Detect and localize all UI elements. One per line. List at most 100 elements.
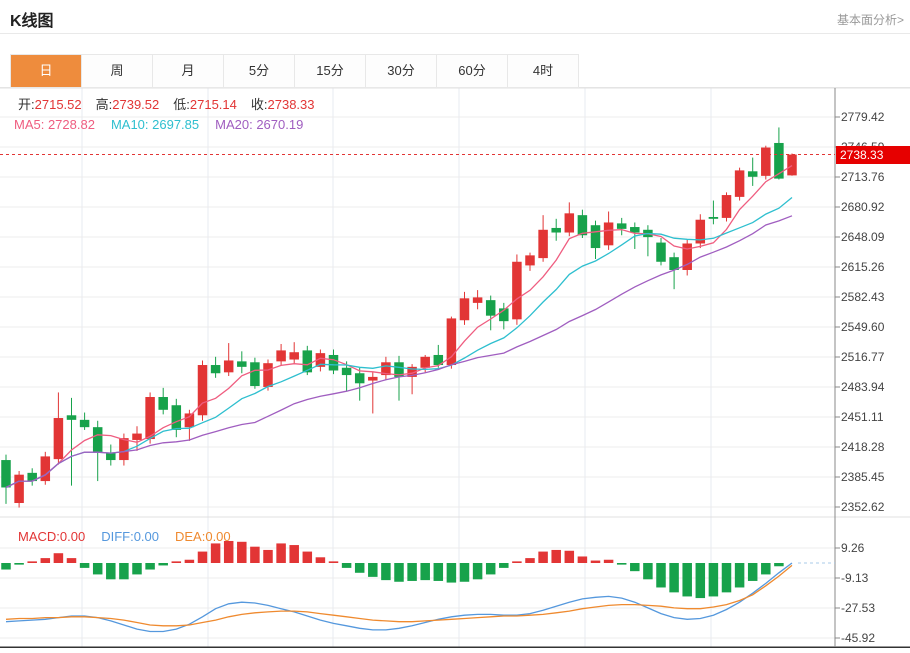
macd-bar [302,551,313,563]
price-axis-label: 2516.77 [841,350,885,364]
macd-bar [381,563,391,581]
macd-bar [106,563,116,580]
macd-bar [40,558,51,563]
page-title: K线图 [10,13,54,30]
macd-bar [603,559,614,563]
macd-bar [721,563,732,593]
macd-bar [289,545,299,563]
high-value: 2739.52 [112,97,160,112]
macd-bar [734,563,745,588]
ma10-line [5,196,793,489]
macd-bar [315,557,326,563]
macd-bar [276,543,286,563]
tab-15min[interactable]: 15分 [295,55,366,87]
macd-legend: MACD:0.00 DIFF:0.00 DEA:0.00 [18,529,247,544]
macd-bar [525,558,535,563]
macd-bar [695,563,706,599]
price-axis-label: 2713.76 [841,170,885,184]
tab-30min[interactable]: 30分 [366,55,437,87]
macd-axis-label: 9.26 [841,540,865,555]
open-value: 2715.52 [34,97,82,112]
macd-axis-label: -45.92 [841,630,876,645]
diff-line [5,562,793,633]
header-divider [0,33,910,34]
macd-bar [590,560,601,563]
macd-bar [14,563,24,565]
macd-bar [53,553,64,563]
ma20-line [5,215,793,489]
macd-bar [472,563,483,580]
ma5-legend: MA5: 2728.82 [14,117,95,132]
macd-bar [250,546,260,563]
price-axis-label: 2451.11 [841,410,884,424]
close-label: 收: [250,97,268,112]
macd-bar [132,563,142,575]
dea-line [5,564,793,627]
price-axis-label: 2385.45 [841,470,885,484]
macd-bar [79,563,90,568]
macd-bar [433,563,444,581]
price-axis-label: 2648.09 [841,230,885,244]
macd-bar [368,563,378,577]
macd-bar [682,563,692,597]
diff-value-legend: DIFF:0.00 [101,529,159,544]
macd-bar [643,563,653,580]
ma-legend: MA5: 2728.82 MA10: 2697.85 MA20: 2670.19 [14,117,319,132]
macd-bar [66,558,77,563]
macd-bar [341,563,352,568]
tab-month[interactable]: 月 [153,55,224,87]
macd-bar [577,556,588,563]
tab-day[interactable]: 日 [11,55,82,87]
macd-bar [210,543,221,563]
macd-bar [237,541,247,563]
tab-60min[interactable]: 60分 [437,55,508,87]
macd-bar [446,563,457,583]
tab-week[interactable]: 周 [82,55,153,87]
price-axis-label: 2615.26 [841,260,885,274]
macd-bar [171,561,182,563]
macd-bar [223,540,234,563]
macd-bar [512,561,522,563]
price-axis-label: 2680.92 [841,200,885,214]
macd-bar [27,561,37,563]
price-axis-label: 2779.42 [841,110,885,124]
macd-bar [92,563,103,575]
ma5-line [5,165,793,489]
current-price-badge: 2738.33 [836,146,910,164]
macd-bar [407,563,417,581]
macd-bar [747,563,758,581]
macd-bar [354,563,365,573]
tab-4hour[interactable]: 4时 [508,55,578,87]
tab-5min[interactable]: 5分 [224,55,295,87]
open-label: 开: [18,97,35,112]
low-label: 低: [173,97,190,112]
macd-bar [394,563,404,582]
macd-bar [197,551,208,563]
macd-axis-label: -27.53 [841,600,876,615]
price-axis-label: 2549.60 [841,320,885,334]
macd-bar [538,551,548,563]
price-axis-label: 2352.62 [841,500,885,514]
macd-bar [551,549,561,563]
price-axis-label: 2483.94 [841,380,885,394]
macd-axis-label: -9.13 [841,570,869,585]
macd-bar [119,563,129,580]
macd-bar [459,563,470,582]
macd-bar [263,549,273,563]
close-value: 2738.33 [267,97,315,112]
macd-bar [145,563,155,570]
period-tabbar: 日周月 5分 15分 30分 60分 4时 [10,54,579,88]
macd-bar [485,563,496,575]
fundamental-analysis-link[interactable]: 基本面分析> [836,13,904,27]
macd-bar [656,563,666,588]
macd-bar [564,550,575,563]
macd-bar [616,563,627,565]
macd-value-legend: MACD:0.00 [18,529,86,544]
dea-value-legend: DEA:0.00 [175,529,231,544]
macd-bar [184,559,195,563]
macd-bar [328,561,339,563]
low-value: 2715.14 [189,97,237,112]
ma20-legend: MA20: 2670.19 [215,117,304,132]
